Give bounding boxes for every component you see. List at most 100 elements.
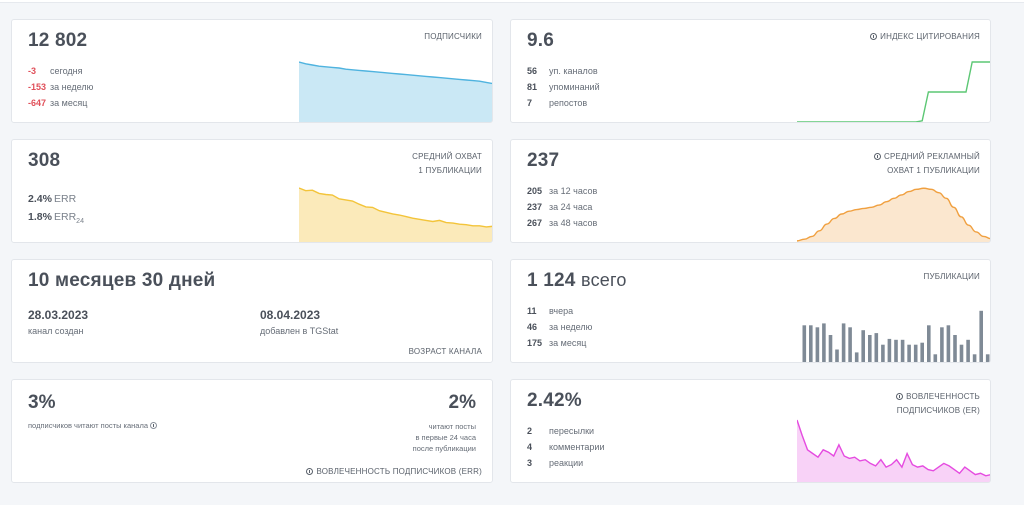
err-sub: 24 — [76, 218, 84, 226]
reach-label-line2: 1 ПУБЛИКАЦИИ — [418, 166, 482, 175]
chart-area — [797, 420, 990, 482]
chart-bar — [868, 335, 872, 362]
stat-label: за 24 часа — [549, 202, 593, 212]
stat-label: за 12 часов — [549, 186, 598, 196]
chart-bar — [835, 349, 839, 362]
subscribers-card[interactable]: 12 802 ПОДПИСЧИКИ -3 сегодня -153 за недел… — [11, 19, 493, 123]
stat-row: -3 сегодня — [28, 63, 93, 79]
created-label: канал создан — [28, 326, 84, 336]
chart-line — [299, 61, 492, 85]
chart-bar — [946, 325, 951, 362]
citation-card[interactable]: 9.6 ИНДЕКС ЦИТИРОВАНИЯ 56 уп. каналов 81 у… — [510, 19, 991, 123]
ad-reach-stats: 205 за 12 часов 237 за 24 часа 267 за 48 ча… — [527, 183, 597, 231]
stat-value: 4 — [527, 442, 533, 452]
err-stats: 2.4% ERR 1.8% ERR24 — [28, 190, 84, 231]
er-value: 2.42% — [527, 390, 582, 411]
err-card[interactable]: 3% подписчиков читают посты канала 2% чи… — [11, 379, 493, 483]
er-label: ВОВЛЕЧЕННОСТЬ ПОДПИСЧИКОВ (ER) — [896, 390, 980, 418]
chart-bar — [802, 325, 807, 362]
err-label-text: ВОВЛЕЧЕННОСТЬ ПОДПИСЧИКОВ (ERR) — [316, 467, 482, 476]
reach-card[interactable]: 308 СРЕДНИЙ ОХВАТ 1 ПУБЛИКАЦИИ 2.4% ERR 1.… — [11, 139, 493, 243]
channel-age-card[interactable]: 10 месяцев 30 дней 28.03.2023 канал созд… — [11, 259, 493, 363]
err-label: ERR — [54, 193, 77, 205]
added-block: 08.04.2023 добавлен в TGStat — [260, 308, 338, 336]
channel-age-label: ВОЗРАСТ КАНАЛА — [408, 347, 482, 356]
info-icon[interactable] — [150, 422, 158, 429]
err-right-line1: читают посты — [428, 422, 476, 431]
info-icon[interactable] — [896, 393, 904, 400]
err-row: 2.4% ERR — [28, 190, 84, 208]
chart-bar — [874, 333, 879, 362]
stat-row: 3 реакции — [527, 455, 604, 471]
stat-value: -3 — [28, 66, 37, 76]
chart-bar — [828, 335, 833, 362]
chart-bar — [940, 327, 944, 362]
chart-bar — [854, 352, 859, 362]
stat-row: 81 упоминаний — [527, 79, 600, 95]
err-left-value: 3% — [28, 392, 56, 413]
posts-card[interactable]: 1 124 всего ПУБЛИКАЦИИ 11 вчера 46 за неде… — [510, 259, 991, 363]
citation-label: ИНДЕКС ЦИТИРОВАНИЯ — [870, 30, 980, 44]
chart-bar — [848, 327, 852, 362]
ad-reach-value: 237 — [527, 150, 560, 171]
stat-row: 175 за месяц — [527, 335, 592, 351]
subscribers-label: ПОДПИСЧИКИ — [424, 32, 482, 41]
stat-label: комментарии — [549, 442, 605, 452]
stat-row: -647 за месяц — [28, 95, 93, 111]
err-label: ERR — [54, 211, 77, 223]
chart-area — [299, 62, 492, 122]
chart-bar — [907, 344, 911, 362]
err-label: ВОВЛЕЧЕННОСТЬ ПОДПИСЧИКОВ (ERR) — [306, 467, 482, 476]
stat-label: за 48 часов — [549, 218, 598, 228]
reach-value: 308 — [28, 150, 61, 171]
stat-row: 56 уп. каналов — [527, 63, 600, 79]
err-left-text: подписчиков читают посты канала — [28, 421, 160, 430]
stat-value: 81 — [527, 82, 538, 92]
stat-label: упоминаний — [549, 82, 600, 92]
subscribers-chart — [299, 61, 492, 122]
chart-area — [797, 188, 990, 242]
stat-row: 205 за 12 часов — [527, 183, 597, 199]
er-label-line1: ВОВЛЕЧЕННОСТЬ — [906, 392, 980, 401]
info-icon[interactable] — [306, 468, 314, 475]
chart-bar — [913, 344, 918, 362]
stat-row: 11 вчера — [527, 303, 592, 319]
chart-bar — [900, 339, 905, 362]
chart-bar — [815, 327, 820, 362]
stat-value: 175 — [527, 338, 543, 348]
stat-label: сегодня — [50, 66, 83, 76]
stat-row: 4 комментарии — [527, 439, 604, 455]
posts-stats: 11 вчера 46 за неделю 175 за месяц — [527, 303, 592, 351]
stat-value: 205 — [527, 186, 543, 196]
err-value: 1.8% — [28, 211, 52, 223]
created-date: 28.03.2023 — [28, 308, 89, 322]
posts-count: 1 124 — [527, 270, 576, 291]
posts-chart — [802, 310, 990, 362]
added-label: добавлен в TGStat — [260, 326, 339, 336]
ad-reach-card[interactable]: 237 СРЕДНИЙ РЕКЛАМНЫЙ ОХВАТ 1 ПУБЛИКАЦИИ … — [510, 139, 991, 243]
stat-label: реакции — [549, 458, 584, 468]
chart-bar — [959, 344, 964, 362]
chart-line — [797, 187, 990, 242]
stat-label: за неделю — [549, 322, 593, 332]
added-date: 08.04.2023 — [260, 308, 321, 322]
posts-value: 1 124 всего — [527, 270, 627, 292]
err-right-value: 2% — [448, 392, 476, 413]
chart-bar — [809, 325, 813, 362]
info-icon[interactable] — [870, 33, 878, 40]
info-icon[interactable] — [874, 153, 882, 160]
ad-reach-label-line1: СРЕДНИЙ РЕКЛАМНЫЙ — [884, 152, 980, 161]
stat-label: за неделю — [50, 82, 94, 92]
citation-value: 9.6 — [527, 30, 555, 51]
er-card[interactable]: 2.42% ВОВЛЕЧЕННОСТЬ ПОДПИСЧИКОВ (ER) 2 пер… — [510, 379, 991, 483]
reach-label: СРЕДНИЙ ОХВАТ 1 ПУБЛИКАЦИИ — [412, 150, 482, 178]
chart-bar — [933, 354, 938, 362]
chart-bar — [887, 338, 892, 362]
err-right-line2: в первые 24 часа — [415, 433, 476, 442]
subscribers-stats: -3 сегодня -153 за неделю -647 за месяц — [28, 63, 93, 111]
chart-line — [299, 187, 492, 228]
stat-label: репостов — [549, 98, 588, 108]
stat-row: -153 за неделю — [28, 79, 93, 95]
chart-bar — [822, 323, 826, 362]
stat-value: -647 — [28, 98, 47, 108]
